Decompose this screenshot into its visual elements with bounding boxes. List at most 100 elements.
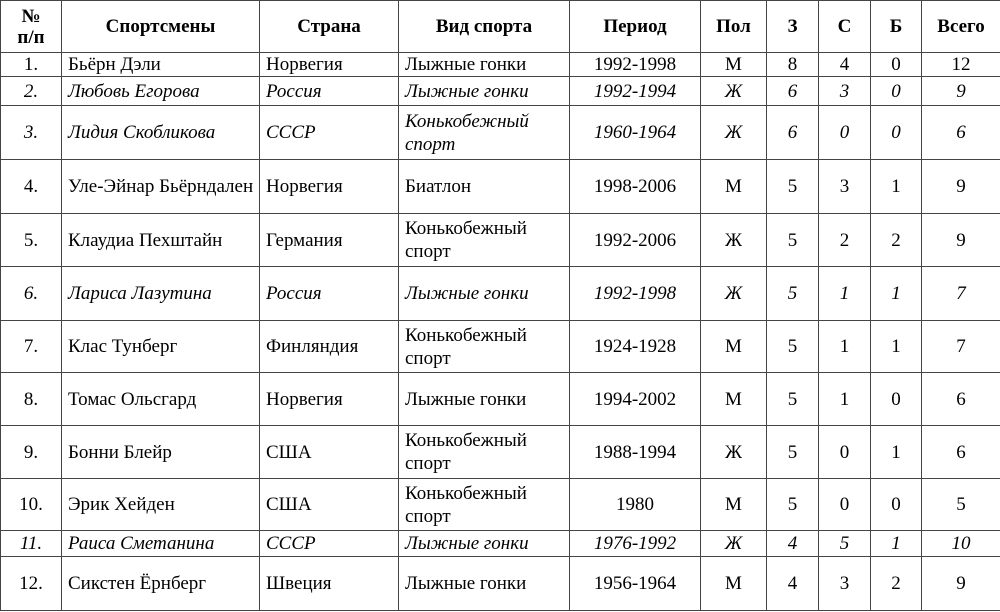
sex: Ж <box>700 76 767 106</box>
table-row: 5. Клаудиа Пехштайн Германия Конькобежный с… <box>0 213 1000 267</box>
table-row: 1. Бьёрн Дэли Норвегия Лыжные гонки 1992-199… <box>0 52 1000 77</box>
row-number: 5. <box>0 213 62 267</box>
bronze-count: 1 <box>870 159 922 214</box>
sport: Конькобежный спорт <box>398 213 570 267</box>
table-row: 8. Томас Ольсгард Норвегия Лыжные гонки 1994… <box>0 372 1000 426</box>
total-count: 9 <box>921 213 1000 267</box>
bronze-count: 1 <box>870 266 922 321</box>
table-row: 9. Бонни Блейр США Конькобежный спорт 1988-1… <box>0 425 1000 479</box>
period: 1992-1994 <box>569 76 701 106</box>
total-count: 10 <box>921 530 1000 557</box>
row-number: 1. <box>0 52 62 77</box>
sport: Конькобежный спорт <box>398 425 570 479</box>
silver-count: 5 <box>818 530 871 557</box>
gold-count: 5 <box>766 213 819 267</box>
total-count: 9 <box>921 556 1000 611</box>
period: 1960-1964 <box>569 105 701 160</box>
sex: Ж <box>700 425 767 479</box>
bronze-count: 1 <box>870 530 922 557</box>
silver-count: 1 <box>818 266 871 321</box>
sex: М <box>700 556 767 611</box>
col-gold-header: З <box>766 0 819 53</box>
col-period-header: Период <box>569 0 701 53</box>
bronze-count: 0 <box>870 52 922 77</box>
period: 1956-1964 <box>569 556 701 611</box>
gold-count: 5 <box>766 159 819 214</box>
athlete-name: Раиса Сметанина <box>61 530 260 557</box>
col-bronze-header: Б <box>870 0 922 53</box>
athlete-name: Клас Тунберг <box>61 320 260 373</box>
row-number: 11. <box>0 530 62 557</box>
row-number: 7. <box>0 320 62 373</box>
gold-count: 5 <box>766 372 819 426</box>
athlete-name: Лариса Лазутина <box>61 266 260 321</box>
sex: М <box>700 478 767 531</box>
row-number: 4. <box>0 159 62 214</box>
sport: Лыжные гонки <box>398 530 570 557</box>
country: Россия <box>259 76 399 106</box>
athlete-name: Лидия Скобликова <box>61 105 260 160</box>
row-number: 6. <box>0 266 62 321</box>
country: США <box>259 478 399 531</box>
athlete-name: Томас Ольсгард <box>61 372 260 426</box>
total-count: 7 <box>921 320 1000 373</box>
athlete-name: Эрик Хейден <box>61 478 260 531</box>
country: СССР <box>259 530 399 557</box>
gold-count: 5 <box>766 478 819 531</box>
total-count: 12 <box>921 52 1000 77</box>
period: 1992-2006 <box>569 213 701 267</box>
table-row: 3. Лидия Скобликова СССР Конькобежный спорт… <box>0 105 1000 160</box>
row-number: 2. <box>0 76 62 106</box>
row-number: 3. <box>0 105 62 160</box>
row-number: 8. <box>0 372 62 426</box>
sex: М <box>700 52 767 77</box>
col-total-header: Всего <box>921 0 1000 53</box>
total-count: 9 <box>921 159 1000 214</box>
athlete-name: Клаудиа Пехштайн <box>61 213 260 267</box>
bronze-count: 0 <box>870 478 922 531</box>
country: США <box>259 425 399 479</box>
col-country-header: Страна <box>259 0 399 53</box>
table-row: 4. Уле-Эйнар Бьёрндален Норвегия Биатлон 199… <box>0 159 1000 214</box>
period: 1992-1998 <box>569 52 701 77</box>
gold-count: 4 <box>766 556 819 611</box>
silver-count: 0 <box>818 425 871 479</box>
gold-count: 5 <box>766 320 819 373</box>
period: 1988-1994 <box>569 425 701 479</box>
silver-count: 0 <box>818 105 871 160</box>
sex: Ж <box>700 530 767 557</box>
sport: Лыжные гонки <box>398 52 570 77</box>
country: Германия <box>259 213 399 267</box>
total-count: 7 <box>921 266 1000 321</box>
athlete-name: Уле-Эйнар Бьёрндален <box>61 159 260 214</box>
header-row: № п/п Спортсмены Страна Вид спорта Период Пол… <box>0 0 1000 53</box>
table-row: 12. Сикстен Ёрнберг Швеция Лыжные гонки 1956… <box>0 556 1000 611</box>
bronze-count: 0 <box>870 105 922 160</box>
gold-count: 4 <box>766 530 819 557</box>
silver-count: 1 <box>818 320 871 373</box>
silver-count: 3 <box>818 76 871 106</box>
athlete-name: Бьёрн Дэли <box>61 52 260 77</box>
silver-count: 3 <box>818 159 871 214</box>
sex: Ж <box>700 105 767 160</box>
gold-count: 6 <box>766 105 819 160</box>
athlete-name: Сикстен Ёрнберг <box>61 556 260 611</box>
col-silver-header: С <box>818 0 871 53</box>
period: 1976-1992 <box>569 530 701 557</box>
bronze-count: 1 <box>870 320 922 373</box>
silver-count: 2 <box>818 213 871 267</box>
period: 1994-2002 <box>569 372 701 426</box>
sport: Биатлон <box>398 159 570 214</box>
bronze-count: 0 <box>870 76 922 106</box>
sport: Конькобежный спорт <box>398 105 570 160</box>
country: СССР <box>259 105 399 160</box>
col-athletes-header: Спортсмены <box>61 0 260 53</box>
sport: Лыжные гонки <box>398 556 570 611</box>
total-count: 9 <box>921 76 1000 106</box>
row-number: 9. <box>0 425 62 479</box>
sport: Лыжные гонки <box>398 372 570 426</box>
gold-count: 8 <box>766 52 819 77</box>
table-row: 7. Клас Тунберг Финляндия Конькобежный спор… <box>0 320 1000 373</box>
silver-count: 3 <box>818 556 871 611</box>
